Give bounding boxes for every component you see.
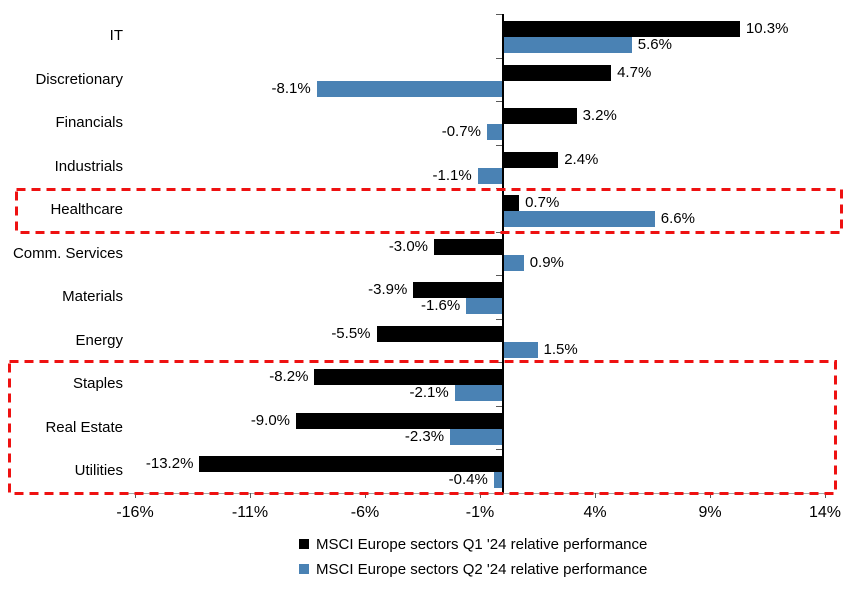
value-label-q2-comm-services: 0.9% bbox=[529, 253, 564, 271]
value-label-q2-utilities: -0.4% bbox=[448, 471, 488, 488]
q2-bar-it bbox=[503, 37, 632, 53]
q2-legend-swatch-icon bbox=[299, 564, 309, 574]
category-axis-tick bbox=[496, 275, 502, 276]
q2-bar-real-estate bbox=[450, 428, 503, 445]
q1-bar-real-estate bbox=[296, 412, 503, 429]
value-label-q1-industrials: 2.4% bbox=[564, 150, 599, 168]
q1-legend-swatch-icon bbox=[299, 539, 309, 549]
category-axis-tick bbox=[496, 449, 502, 450]
category-axis-tick bbox=[496, 57, 502, 59]
value-axis-tick bbox=[480, 493, 481, 498]
legend-label-q2: MSCI Europe sectors Q2 '24 relative perf… bbox=[316, 560, 648, 578]
value-axis-tick bbox=[825, 493, 826, 498]
value-label-q1-utilities: -13.2% bbox=[145, 455, 194, 472]
q1-bar-staples bbox=[314, 369, 503, 385]
value-label-q1-discretionary: 4.7% bbox=[617, 63, 652, 81]
category-axis-tick bbox=[496, 362, 502, 363]
value-axis-tick bbox=[710, 493, 711, 498]
value-axis-tick bbox=[595, 493, 596, 498]
value-axis-tick-label: -1% bbox=[465, 504, 495, 521]
category-label-materials: Materials bbox=[62, 288, 123, 305]
category-label-financials: Financials bbox=[55, 114, 123, 131]
category-axis-tick bbox=[496, 405, 502, 407]
legend-label-q1: MSCI Europe sectors Q1 '24 relative perf… bbox=[316, 535, 648, 553]
category-axis-tick bbox=[496, 14, 502, 15]
category-label-discretionary: Discretionary bbox=[35, 70, 123, 88]
value-axis-tick-label: -11% bbox=[231, 504, 269, 521]
legend-item-q1: MSCI Europe sectors Q1 '24 relative perf… bbox=[299, 535, 648, 553]
category-label-healthcare: Healthcare bbox=[50, 201, 123, 218]
value-label-q1-comm-services: -3.0% bbox=[388, 237, 428, 255]
q1-bar-financials bbox=[503, 108, 577, 124]
category-axis-line bbox=[502, 14, 504, 493]
q2-bar-comm-services bbox=[503, 254, 524, 271]
q2-bar-industrials bbox=[477, 167, 503, 184]
q1-bar-comm-services bbox=[434, 238, 503, 255]
legend: MSCI Europe sectors Q1 '24 relative perf… bbox=[299, 536, 647, 586]
value-label-q1-materials: -3.9% bbox=[368, 281, 408, 298]
category-axis-tick bbox=[496, 318, 502, 320]
value-label-q2-financials: -0.7% bbox=[441, 123, 481, 140]
q1-bar-utilities bbox=[199, 456, 503, 472]
q1-bar-discretionary bbox=[503, 64, 612, 81]
value-axis-line bbox=[127, 492, 829, 494]
value-label-q2-energy: 1.5% bbox=[543, 340, 578, 358]
q2-bar-energy bbox=[503, 341, 538, 358]
value-axis-tick bbox=[250, 493, 251, 498]
value-axis-tick-label: -6% bbox=[350, 504, 380, 521]
value-label-q2-real-estate: -2.3% bbox=[404, 427, 445, 445]
category-axis-tick bbox=[496, 231, 502, 233]
healthcare-highlight-box bbox=[15, 188, 843, 234]
category-label-real-estate: Real Estate bbox=[45, 418, 123, 436]
value-axis-tick-label: 9% bbox=[698, 504, 722, 521]
q2-bar-materials bbox=[466, 298, 503, 314]
legend-item-q2: MSCI Europe sectors Q2 '24 relative perf… bbox=[299, 560, 648, 578]
category-axis-tick bbox=[496, 101, 502, 102]
category-label-utilities: Utilities bbox=[74, 462, 123, 479]
value-label-q1-real-estate: -9.0% bbox=[250, 411, 290, 429]
q1-bar-energy bbox=[376, 325, 503, 342]
category-label-industrials: Industrials bbox=[54, 157, 123, 175]
value-label-q2-materials: -1.6% bbox=[421, 297, 461, 314]
q1-bar-materials bbox=[413, 282, 503, 298]
category-label-staples: Staples bbox=[72, 375, 123, 392]
value-label-q2-industrials: -1.1% bbox=[432, 166, 472, 184]
value-axis-tick-label: 14% bbox=[808, 504, 842, 521]
value-axis-tick-label: -16% bbox=[116, 504, 154, 521]
category-axis-tick bbox=[496, 188, 502, 189]
value-label-q1-healthcare: 0.7% bbox=[525, 194, 560, 211]
q2-bar-discretionary bbox=[316, 80, 503, 97]
value-label-q2-it: 5.6% bbox=[637, 36, 672, 53]
value-label-q1-staples: -8.2% bbox=[269, 368, 309, 385]
category-label-energy: Energy bbox=[75, 331, 123, 349]
category-label-comm-services: Comm. Services bbox=[12, 244, 123, 262]
value-label-q1-energy: -5.5% bbox=[331, 324, 371, 342]
q2-bar-financials bbox=[486, 124, 503, 140]
value-label-q2-discretionary: -8.1% bbox=[271, 79, 311, 97]
value-axis-tick bbox=[135, 493, 136, 498]
q1-bar-it bbox=[503, 21, 740, 37]
value-axis-tick bbox=[365, 493, 366, 498]
value-label-q2-healthcare: 6.6% bbox=[660, 210, 695, 227]
value-label-q1-it: 10.3% bbox=[745, 20, 789, 37]
value-label-q1-financials: 3.2% bbox=[582, 107, 617, 124]
q1-bar-healthcare bbox=[503, 195, 520, 211]
value-label-q2-staples: -2.1% bbox=[409, 384, 449, 401]
q2-bar-healthcare bbox=[503, 211, 655, 227]
category-label-it: IT bbox=[109, 27, 123, 44]
category-axis-tick bbox=[496, 144, 502, 146]
q2-bar-staples bbox=[454, 385, 503, 401]
q1-bar-industrials bbox=[503, 151, 559, 168]
value-axis-tick-label: 4% bbox=[583, 504, 607, 521]
